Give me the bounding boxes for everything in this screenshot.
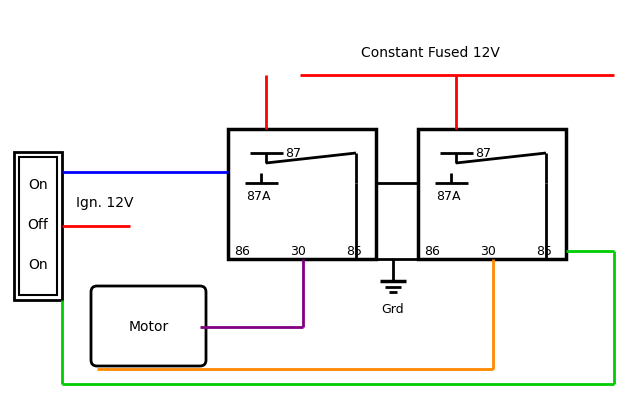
Text: 85: 85 [346, 245, 362, 258]
Text: Off: Off [28, 218, 48, 231]
Bar [418, 130, 566, 259]
Text: 30: 30 [480, 245, 496, 258]
Text: 85: 85 [536, 245, 552, 258]
Bar [14, 153, 62, 300]
Text: On: On [28, 257, 48, 271]
Text: On: On [28, 178, 48, 192]
Text: Motor: Motor [128, 319, 169, 333]
Text: Constant Fused 12V: Constant Fused 12V [360, 46, 499, 60]
Text: Ign. 12V: Ign. 12V [76, 195, 133, 209]
Bar [19, 158, 57, 295]
Bar [228, 130, 376, 259]
Text: 86: 86 [234, 245, 250, 258]
Text: 30: 30 [290, 245, 306, 258]
FancyBboxPatch shape [91, 286, 206, 366]
Text: 87A: 87A [246, 190, 270, 203]
Text: 87A: 87A [436, 190, 460, 203]
Text: Grd: Grd [382, 302, 404, 315]
Text: 87: 87 [475, 147, 491, 160]
Text: 86: 86 [424, 245, 440, 258]
Text: 87: 87 [285, 147, 301, 160]
